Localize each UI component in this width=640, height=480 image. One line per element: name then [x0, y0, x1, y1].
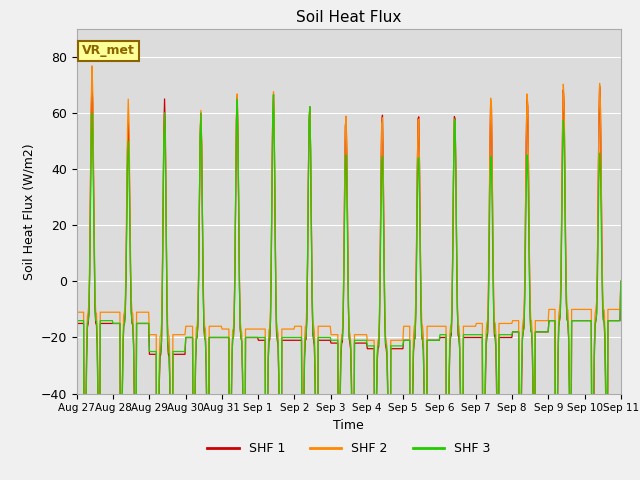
SHF 1 — [73, 321, 81, 326]
SHF 2 — [73, 309, 81, 315]
SHF 2 — [417, 236, 424, 242]
SHF 3 — [433, 337, 440, 343]
SHF 2 — [83, 345, 90, 351]
SHF 2 — [433, 324, 440, 329]
Line: SHF 1: SHF 1 — [77, 80, 621, 480]
SHF 3 — [223, 335, 231, 340]
Line: SHF 2: SHF 2 — [77, 66, 621, 480]
SHF 2 — [88, 63, 96, 69]
SHF 3 — [269, 92, 277, 97]
SHF 1 — [83, 356, 90, 362]
SHF 1 — [617, 278, 625, 284]
Text: VR_met: VR_met — [82, 44, 135, 57]
SHF 1 — [196, 202, 204, 208]
SHF 3 — [617, 278, 625, 284]
X-axis label: Time: Time — [333, 419, 364, 432]
SHF 3 — [83, 348, 90, 354]
SHF 2 — [223, 326, 231, 332]
SHF 3 — [139, 321, 147, 326]
Legend: SHF 1, SHF 2, SHF 3: SHF 1, SHF 2, SHF 3 — [202, 437, 495, 460]
SHF 1 — [88, 77, 96, 83]
SHF 1 — [140, 321, 147, 326]
SHF 1 — [224, 335, 232, 340]
SHF 2 — [195, 266, 202, 272]
SHF 2 — [617, 278, 625, 284]
SHF 2 — [140, 309, 147, 315]
Y-axis label: Soil Heat Flux (W/m2): Soil Heat Flux (W/m2) — [22, 143, 35, 279]
SHF 3 — [73, 318, 81, 324]
SHF 3 — [195, 275, 202, 281]
Title: Soil Heat Flux: Soil Heat Flux — [296, 10, 401, 25]
Line: SHF 3: SHF 3 — [77, 95, 621, 480]
SHF 3 — [417, 261, 424, 266]
SHF 1 — [417, 243, 424, 249]
SHF 1 — [433, 337, 440, 343]
